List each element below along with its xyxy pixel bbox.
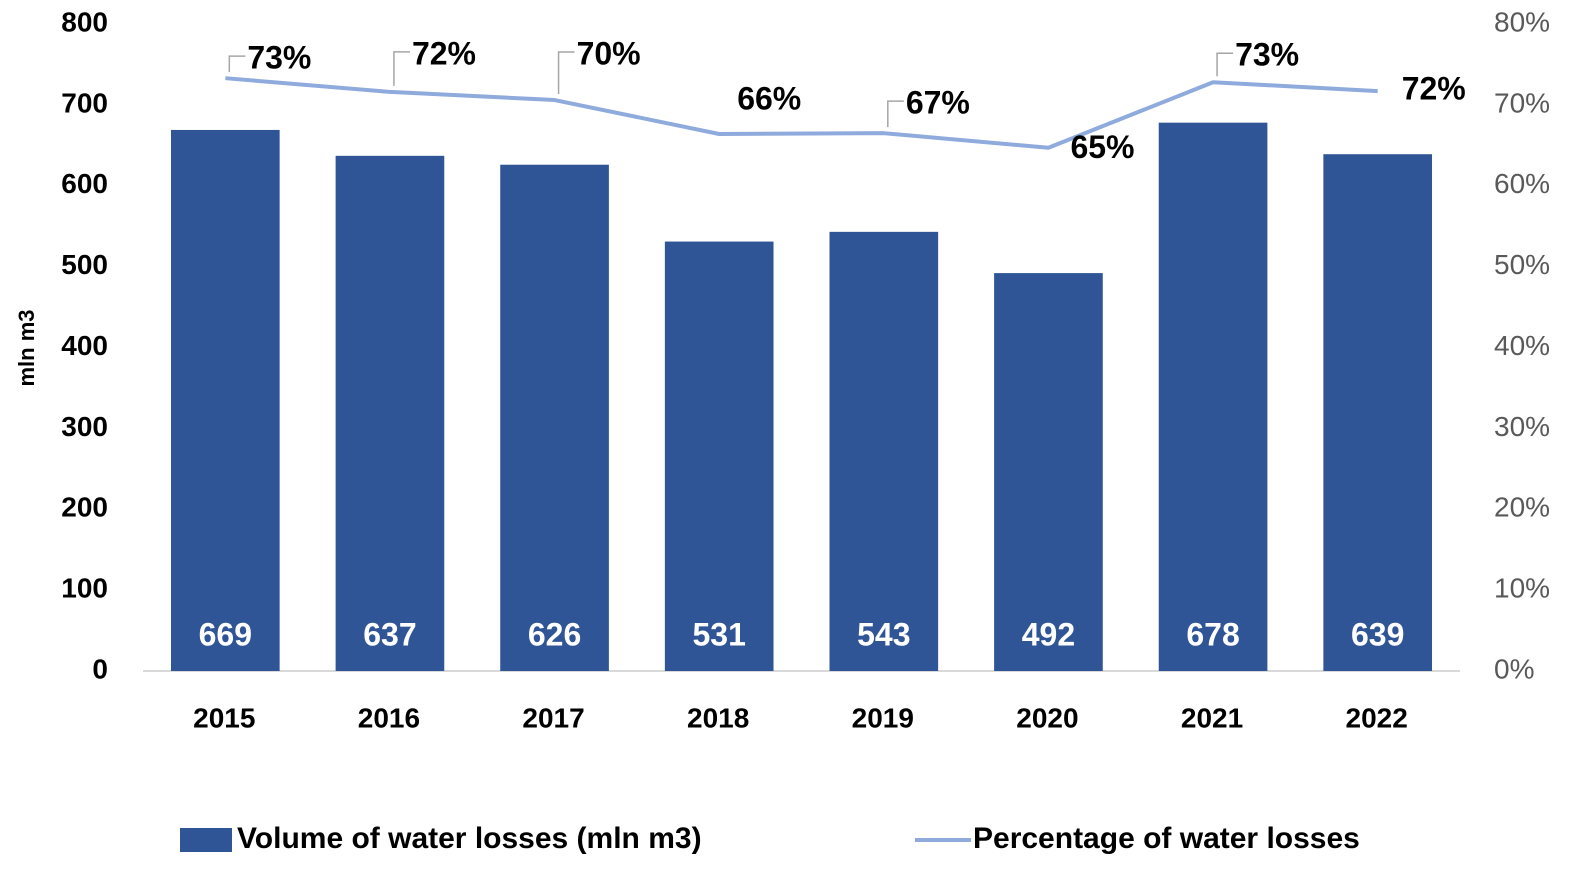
bar bbox=[170, 129, 280, 672]
line-value-label: 73% bbox=[1235, 37, 1299, 73]
y2-tick-label: 30% bbox=[1494, 411, 1550, 442]
leader-line bbox=[1216, 52, 1234, 77]
y-tick-label: 200 bbox=[61, 492, 108, 523]
x-tick-label: 2016 bbox=[358, 702, 420, 733]
y2-tick-label: 80% bbox=[1494, 6, 1550, 37]
y2-tick-label: 40% bbox=[1494, 330, 1550, 361]
y2-tick-label: 70% bbox=[1494, 87, 1550, 118]
bar bbox=[1323, 154, 1433, 672]
y-axis-title: mln m3 bbox=[14, 309, 39, 386]
y-tick-label: 800 bbox=[61, 6, 108, 37]
bar-value-label: 492 bbox=[1022, 616, 1075, 652]
bar-value-label: 637 bbox=[363, 616, 416, 652]
y2-tick-label: 60% bbox=[1494, 168, 1550, 199]
leader-line bbox=[887, 100, 904, 128]
y-tick-label: 600 bbox=[61, 168, 108, 199]
y2-tick-label: 20% bbox=[1494, 492, 1550, 523]
y-tick-label: 100 bbox=[61, 573, 108, 604]
x-tick-label: 2017 bbox=[522, 702, 584, 733]
bar bbox=[335, 155, 445, 672]
y2-tick-label: 50% bbox=[1494, 249, 1550, 280]
y-tick-label: 700 bbox=[61, 87, 108, 118]
legend-label: Volume of water losses (mln m3) bbox=[237, 822, 702, 855]
bar bbox=[829, 231, 939, 671]
bar-value-label: 639 bbox=[1351, 616, 1404, 652]
bar bbox=[1158, 122, 1268, 672]
x-tick-label: 2018 bbox=[687, 702, 749, 733]
y-tick-label: 500 bbox=[61, 249, 108, 280]
line-value-label: 66% bbox=[737, 80, 801, 116]
bar bbox=[664, 241, 774, 671]
line-value-label: 70% bbox=[577, 35, 641, 71]
legend-swatch bbox=[180, 828, 232, 852]
line-value-label: 72% bbox=[412, 35, 476, 71]
bar bbox=[994, 273, 1103, 671]
x-tick-label: 2021 bbox=[1181, 702, 1243, 733]
bar-value-label: 678 bbox=[1186, 616, 1239, 652]
line-value-label: 67% bbox=[906, 85, 970, 121]
bar-value-label: 543 bbox=[857, 616, 910, 652]
leader-line bbox=[393, 51, 410, 86]
bar-value-label: 626 bbox=[528, 616, 581, 652]
bar-value-label: 669 bbox=[199, 616, 252, 652]
x-tick-label: 2020 bbox=[1016, 702, 1078, 733]
x-tick-label: 2022 bbox=[1346, 702, 1408, 733]
y-tick-label: 0 bbox=[92, 653, 108, 684]
y2-tick-label: 0% bbox=[1494, 653, 1534, 684]
leader-line bbox=[557, 51, 575, 95]
x-tick-label: 2019 bbox=[852, 702, 914, 733]
bar bbox=[500, 164, 609, 671]
leader-line bbox=[228, 55, 246, 73]
x-tick-label: 2015 bbox=[193, 702, 255, 733]
y-tick-label: 300 bbox=[61, 411, 108, 442]
line-series bbox=[225, 76, 1378, 150]
line-value-label: 72% bbox=[1402, 71, 1466, 107]
y-tick-label: 400 bbox=[61, 330, 108, 361]
legend-label: Percentage of water losses bbox=[973, 822, 1360, 855]
line-value-label: 65% bbox=[1070, 129, 1134, 165]
line-value-label: 73% bbox=[247, 40, 311, 76]
y2-tick-label: 10% bbox=[1494, 573, 1550, 604]
bar-value-label: 531 bbox=[692, 616, 745, 652]
